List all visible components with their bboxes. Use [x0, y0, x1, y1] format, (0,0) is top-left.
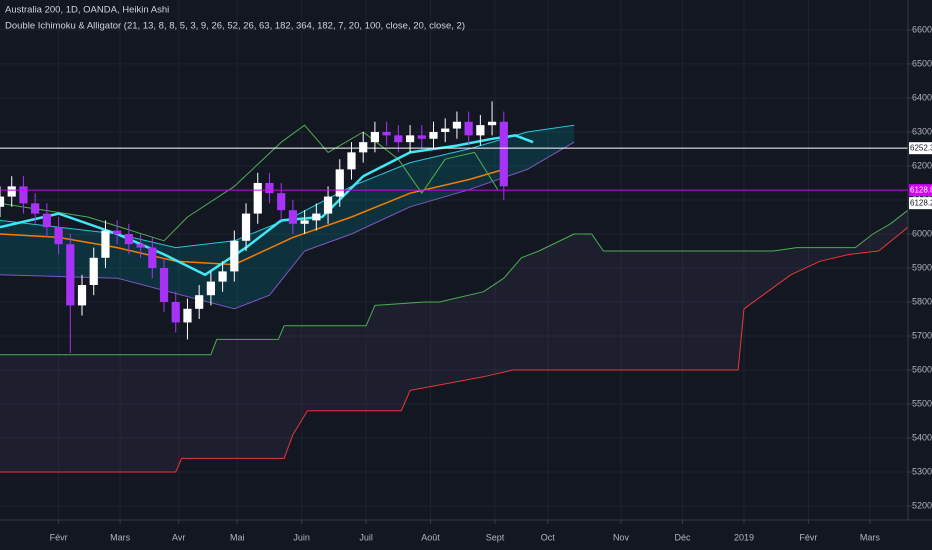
axis-layer: 5200.0 5300.0 5400.0 5500.0 5600.0 5700.0 5800… — [0, 24, 932, 542]
candle-body — [113, 230, 122, 234]
y-tick-label: 5800.0 — [912, 296, 932, 306]
indicator-line — [0, 124, 499, 242]
candle-body — [288, 210, 298, 224]
candle-body — [323, 196, 333, 214]
x-tick-label: Avr — [172, 532, 185, 542]
y-tick-label: 5900.0 — [912, 262, 932, 272]
candle-body — [136, 244, 145, 248]
cloud — [0, 125, 575, 309]
x-tick-label: Mai — [230, 532, 245, 542]
candle-body — [42, 213, 51, 228]
x-tick-label: Oct — [541, 532, 556, 542]
candle-body — [370, 131, 380, 143]
candle-body — [101, 230, 110, 258]
y-tick-label: 6000.0 — [912, 228, 932, 238]
candle-body — [382, 131, 391, 136]
candle-body — [452, 121, 462, 129]
candle-body — [171, 302, 180, 323]
candle-body — [148, 247, 157, 268]
cloud — [0, 210, 908, 473]
y-tick-label: 5500.0 — [912, 398, 932, 408]
candle-body — [77, 284, 87, 306]
candle-body — [394, 135, 403, 143]
candle-body — [124, 233, 133, 245]
x-tick-label: Mars — [110, 532, 130, 542]
candle-body — [241, 213, 251, 241]
candle-body — [89, 257, 98, 285]
x-tick-label: Nov — [613, 532, 630, 542]
candle-body — [476, 125, 485, 136]
indicator-line — [0, 209, 909, 356]
candle-body — [54, 227, 63, 245]
candle-body — [441, 128, 450, 132]
candle-body — [253, 182, 262, 214]
y-tick-label: 6600.0 — [912, 24, 932, 34]
candle-body — [277, 193, 286, 211]
x-tick-label: Mars — [860, 532, 880, 542]
price-label: 6252.3 — [910, 143, 932, 152]
price-tag — [909, 184, 932, 197]
candle-body — [487, 121, 497, 126]
indicator-line — [0, 226, 909, 473]
y-tick-label: 6300.0 — [912, 126, 932, 136]
x-tick-label: Juil — [359, 532, 373, 542]
candle-body — [429, 131, 438, 139]
x-tick-label: Févr — [799, 532, 817, 542]
candle-body — [183, 308, 192, 323]
y-tick-label: 6200.0 — [912, 160, 932, 170]
candle-body — [206, 281, 215, 296]
candle-body — [300, 220, 309, 224]
indicator-label: Double Ichimoku & Alligator (21, 13, 8, … — [5, 21, 465, 32]
y-tick-label: 5700.0 — [912, 330, 932, 340]
candle-body — [0, 196, 5, 207]
candle-body — [347, 152, 356, 170]
candle-body — [464, 121, 473, 136]
y-tick-label: 6500.0 — [912, 58, 932, 68]
candle-body — [159, 267, 169, 303]
indicator-line — [0, 124, 575, 249]
price-tag — [909, 142, 932, 155]
cloud-layer — [0, 125, 908, 473]
y-tick-label: 5200.0 — [912, 500, 932, 510]
x-tick-label: Déc — [674, 532, 691, 542]
y-tick-label: 6400.0 — [912, 92, 932, 102]
candle-body — [499, 121, 508, 187]
chart-title: Australia 200, 1D, OANDA, Heikin Ashi — [5, 5, 169, 16]
candle-body — [312, 213, 321, 221]
price-label: 6128.2 — [910, 198, 932, 207]
candle-body — [66, 244, 75, 306]
candle-body — [230, 240, 239, 272]
y-tick-label: 5600.0 — [912, 364, 932, 374]
y-tick-label: 5300.0 — [912, 466, 932, 476]
x-tick-label: Juin — [293, 532, 310, 542]
candle-body — [19, 186, 28, 204]
candle-body — [265, 182, 274, 194]
candle-body — [218, 271, 227, 282]
candle-body — [7, 186, 16, 197]
price-tag — [909, 197, 932, 210]
candle-body — [405, 135, 415, 143]
indicator-line — [0, 168, 505, 266]
x-tick-label: 2019 — [734, 532, 754, 542]
x-tick-label: Févr — [50, 532, 68, 542]
candle-body — [195, 295, 204, 309]
y-tick-label: 5400.0 — [912, 432, 932, 442]
candle-body — [359, 142, 368, 153]
candle-body — [31, 203, 40, 214]
candle-body — [417, 135, 426, 139]
price-label: 6128.8 — [910, 185, 932, 194]
candle-layer — [0, 101, 508, 354]
candle-body — [335, 169, 344, 197]
x-tick-label: Août — [421, 532, 440, 542]
x-tick-label: Sept — [486, 532, 505, 542]
